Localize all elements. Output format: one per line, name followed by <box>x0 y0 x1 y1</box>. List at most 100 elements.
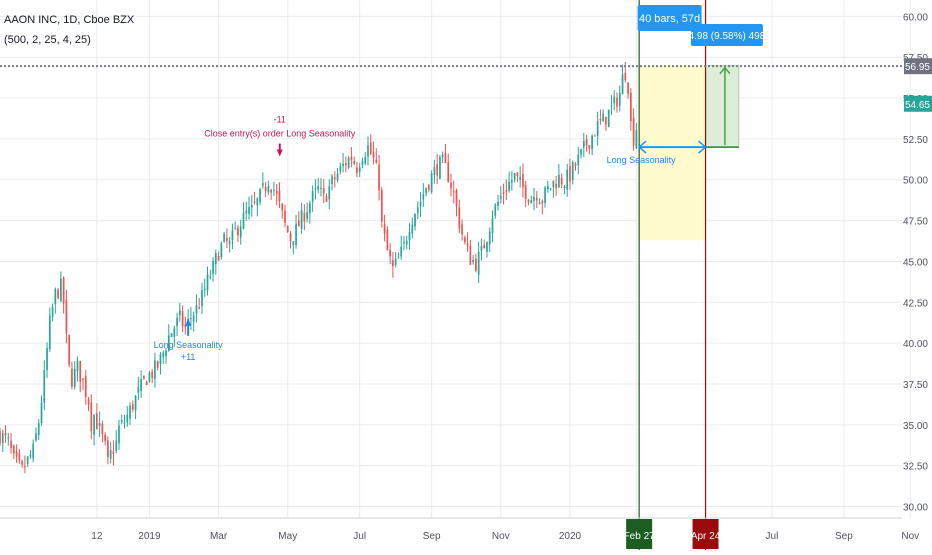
candle-body <box>73 369 76 387</box>
candle-body <box>248 206 250 214</box>
candle-body <box>156 361 159 368</box>
candle-body <box>37 423 40 436</box>
candle-body <box>165 350 167 357</box>
candle-body <box>530 200 533 204</box>
candle-body <box>425 188 427 194</box>
candle-body <box>594 135 596 137</box>
candle-body <box>522 174 524 188</box>
candle-body <box>549 188 552 190</box>
candle-body <box>57 289 59 299</box>
candle-body <box>297 220 300 227</box>
candle-body <box>383 224 386 234</box>
candle-body <box>237 227 239 236</box>
candle-body <box>275 191 278 195</box>
candle-body <box>452 191 455 193</box>
candle-body <box>375 159 378 164</box>
x-tick-label: Nov <box>492 531 510 542</box>
candle-body <box>488 231 491 245</box>
candle-body <box>18 453 21 460</box>
candle-body <box>333 177 336 179</box>
date-label-red-box <box>692 519 719 549</box>
candle-body <box>563 186 566 189</box>
candle-body <box>361 160 364 165</box>
candle-body <box>555 184 557 188</box>
candle-body <box>54 288 57 305</box>
candle-body <box>267 186 270 193</box>
candle-body <box>519 176 522 180</box>
candle-body <box>284 210 286 223</box>
candle-body <box>605 116 607 125</box>
candle-body <box>259 188 261 203</box>
candle-body <box>178 310 181 316</box>
bars-label-box <box>637 5 702 31</box>
candle-body <box>126 414 129 423</box>
y-tick-label: 32.50 <box>903 462 928 473</box>
candle-body <box>212 260 214 274</box>
axes: 30.00 32.50 35.00 37.50 40.00 42.50 45.00 47.50… <box>0 12 932 549</box>
candle-body <box>82 378 84 380</box>
candle-body <box>206 274 209 291</box>
candle-body <box>256 198 259 206</box>
candle-body <box>226 237 228 242</box>
candle-body <box>494 205 497 216</box>
candle-body <box>524 184 527 200</box>
last-price-label-box <box>904 95 932 112</box>
candle-body <box>295 223 297 245</box>
candle-body <box>541 201 544 204</box>
candle-body <box>552 180 555 187</box>
candle-body <box>40 402 43 424</box>
candle-body <box>574 163 577 167</box>
candle-body <box>499 195 502 199</box>
y-tick-label: 60.00 <box>903 12 928 23</box>
candle-body <box>535 197 538 201</box>
y-tick-label: 42.50 <box>903 298 928 309</box>
candle-body <box>220 243 223 258</box>
candle-body <box>289 233 292 242</box>
candle-body <box>322 188 325 194</box>
candle-body <box>151 371 154 378</box>
candle-body <box>616 97 618 107</box>
y-tick-label: 50.00 <box>903 176 928 187</box>
candle-body <box>12 445 15 454</box>
candle-body <box>345 162 347 166</box>
candle-body <box>43 370 46 403</box>
x-tick-label: Sep <box>835 531 853 542</box>
candle-body <box>607 109 610 127</box>
candle-body <box>115 440 118 451</box>
candle-body <box>101 423 104 434</box>
candle-body <box>414 214 416 227</box>
close-signal-arrow <box>276 149 283 157</box>
candle-body <box>394 258 397 265</box>
candle-body <box>336 173 339 180</box>
x-tick-label: 2020 <box>559 531 582 542</box>
candle-body <box>201 289 203 306</box>
candle-body <box>444 153 447 164</box>
candle-body <box>300 210 303 229</box>
candle-body <box>109 450 112 459</box>
price-line-label: 56.95 <box>905 62 930 73</box>
candle-body <box>143 375 145 379</box>
candle-body <box>596 120 599 136</box>
candle-body <box>433 166 436 176</box>
candle-body <box>123 422 126 424</box>
candle-body <box>342 163 344 166</box>
candle-body <box>10 440 12 449</box>
candle-body <box>134 395 137 411</box>
candle-body <box>422 194 425 200</box>
candle-body <box>624 72 627 81</box>
candle-body <box>309 203 311 214</box>
candle-body <box>24 466 26 468</box>
date-label-red: Apr 24 <box>691 531 721 542</box>
candle-body <box>447 162 450 182</box>
arrow-tail <box>637 140 647 154</box>
candle-body <box>270 189 273 193</box>
candle-body <box>356 167 358 173</box>
candle-body <box>508 181 510 191</box>
candle-body <box>428 185 430 190</box>
candle-body <box>511 180 513 183</box>
candle-body <box>560 177 563 185</box>
candle-body <box>26 456 29 464</box>
candle-body <box>461 224 463 235</box>
